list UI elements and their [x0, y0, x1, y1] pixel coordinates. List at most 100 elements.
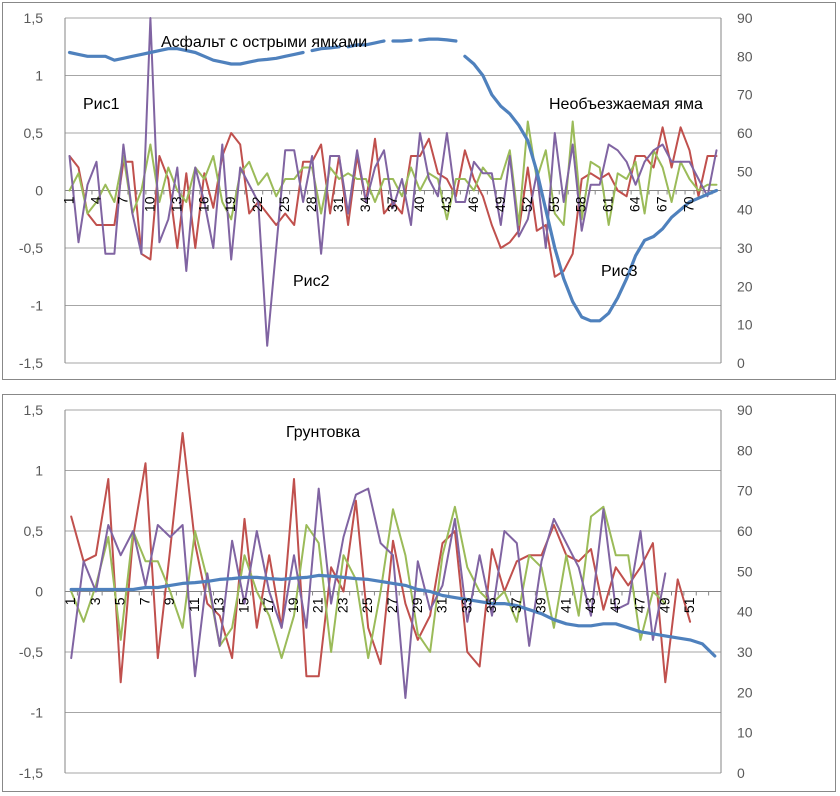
- x-tick-label: 1: [62, 597, 78, 605]
- y-left-tick-label: 0,5: [24, 523, 44, 539]
- y-left-tick-label: -1,5: [19, 765, 43, 781]
- x-tick-label: 49: [656, 597, 672, 613]
- y-right-tick-label: 80: [737, 442, 753, 458]
- x-tick-label: 9: [161, 597, 177, 605]
- x-tick-label: 43: [438, 196, 454, 212]
- x-tick-label: 4: [88, 196, 104, 204]
- x-tick-label: 34: [357, 196, 373, 212]
- series-3-line: [70, 487, 667, 699]
- x-tick-label: 7: [137, 597, 153, 605]
- series-4-line: [69, 573, 717, 658]
- y-right-tick-label: 70: [737, 87, 753, 103]
- x-tick-label: 13: [168, 196, 184, 212]
- chart-top: -1,5 -1 -0,5 0 0,5 1 1,5 0 10 20 30 40 50 60 70 80 90 1 4 7…: [19, 10, 753, 371]
- x-tick-label: 19: [285, 597, 301, 613]
- y-left-tick-label: 0: [35, 584, 43, 600]
- x-tick-label: 28: [303, 196, 319, 212]
- annotation-2: Рис1: [83, 96, 120, 113]
- series-4-line: [346, 39, 386, 49]
- y-right-tick-label: 80: [737, 48, 753, 64]
- x-tick-label: 22: [249, 196, 265, 212]
- y-left-tick-label: 0,5: [24, 125, 44, 141]
- series-2-line: [70, 505, 667, 660]
- x-tick-label: 40: [411, 196, 427, 212]
- x-tick-label: 55: [546, 196, 562, 212]
- x-tick-label: 37: [384, 196, 400, 212]
- x-tick-label: 31: [434, 597, 450, 613]
- x-tick-label: 10: [141, 196, 157, 212]
- y-right-tick-label: 20: [737, 278, 753, 294]
- x-tick-label: 52: [519, 196, 535, 212]
- x-tick-label: 11: [186, 597, 202, 612]
- y-right-tick-label: 30: [737, 240, 753, 256]
- x-tick-label: 64: [627, 196, 643, 212]
- annotation-1: Асфальт с острыми ямками: [161, 34, 367, 51]
- x-tick-label: 46: [465, 196, 481, 212]
- chart-panel-top: -1,5 -1 -0,5 0 0,5 1 1,5 0 10 20 30 40 50 60 70 80 90 1 4 7…: [2, 2, 836, 380]
- annotation-4: Рис2: [293, 273, 330, 290]
- y-right-tick-label: 90: [737, 10, 753, 26]
- x-tick-label: 27: [384, 597, 400, 613]
- y-left-tick-label: 1: [35, 68, 43, 84]
- y-right-tick-label: 20: [737, 684, 753, 700]
- series-4-line: [67, 47, 305, 66]
- x-tick-label: 37: [508, 597, 524, 613]
- x-tick-label: 21: [310, 597, 326, 613]
- y-right-tick-label: 60: [737, 125, 753, 141]
- series-4-line: [391, 38, 413, 43]
- y-right-tick-label: 40: [737, 604, 753, 620]
- x-tick-label: 15: [236, 597, 252, 613]
- y-right-tick-label: 0: [737, 765, 745, 781]
- x-tick-label: 61: [600, 196, 616, 212]
- series-2-line: [68, 120, 718, 226]
- x-tick-label: 7: [114, 196, 130, 204]
- x-tick-label: 67: [654, 196, 670, 212]
- y-right-tick-label: 50: [737, 163, 753, 179]
- x-tick-label: 16: [195, 196, 211, 212]
- series-4-line: [463, 54, 719, 323]
- x-tick-label: 39: [533, 597, 549, 613]
- x-tick-label: 3: [87, 597, 103, 605]
- x-tick-label: 29: [409, 597, 425, 613]
- x-tick-label: 51: [681, 597, 697, 613]
- y-left-tick-label: -1,5: [19, 355, 43, 371]
- series-3-line: [68, 17, 718, 347]
- annotation-5: Рис3: [601, 263, 638, 280]
- y-right-tick-label: 90: [737, 402, 753, 418]
- y-left-tick-label: -0,5: [19, 240, 43, 256]
- y-right-tick-label: 10: [737, 725, 753, 741]
- y-left-tick-label: -0,5: [19, 644, 43, 660]
- x-tick-label: 45: [607, 597, 623, 613]
- y-right-tick-label: 30: [737, 644, 753, 660]
- y-left-tick-label: 1: [35, 463, 43, 479]
- x-tick-label: 43: [582, 597, 598, 613]
- x-tick-label: 35: [483, 597, 499, 613]
- y-right-tick-label: 40: [737, 202, 753, 218]
- y-left-tick-label: -1: [31, 298, 44, 314]
- annotation-1: Грунтовка: [286, 424, 360, 441]
- x-tick-label: 70: [681, 196, 697, 212]
- x-tick-label: 5: [112, 597, 128, 605]
- x-tick-label: 19: [222, 196, 238, 212]
- y-right-tick-label: 0: [737, 355, 745, 371]
- y-left-tick-label: -1: [31, 705, 44, 721]
- x-tick-label: 31: [330, 196, 346, 212]
- x-tick-label: 25: [276, 196, 292, 212]
- x-tick-label: 47: [632, 597, 648, 613]
- y-left-tick-label: 1,5: [24, 10, 44, 26]
- x-tick-label: 25: [359, 597, 375, 613]
- y-right-tick-label: 50: [737, 563, 753, 579]
- chart-panel-bottom: -1,5 -1 -0,5 0 0,5 1 1,5 0 10 20 30 40 50 60 70 80 90 1 3 5…: [2, 394, 836, 792]
- annotation-3: Необъезжаемая яма: [549, 96, 703, 113]
- x-tick-label: 41: [557, 597, 573, 613]
- y-left-tick-label: 1,5: [24, 402, 44, 418]
- y-right-tick-label: 60: [737, 523, 753, 539]
- x-tick-label: 13: [211, 597, 227, 613]
- y-left-tick-label: 0: [35, 183, 43, 199]
- y-right-tick-label: 10: [737, 317, 753, 333]
- x-tick-label: 17: [260, 597, 276, 613]
- y-right-tick-label: 70: [737, 483, 753, 499]
- x-tick-label: 49: [492, 196, 508, 212]
- x-tick-label: 33: [458, 597, 474, 613]
